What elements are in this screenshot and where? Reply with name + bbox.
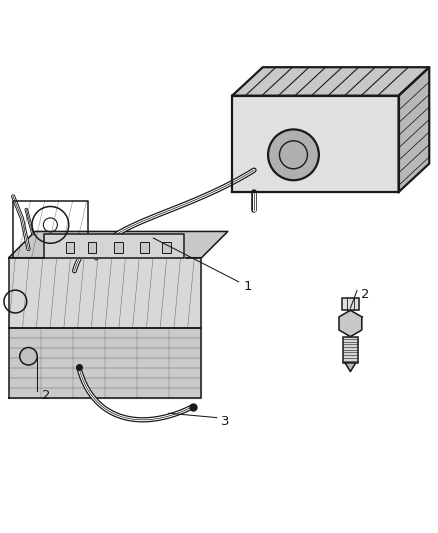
Bar (88, 243, 96, 253)
Polygon shape (9, 258, 201, 328)
Text: 2: 2 (361, 288, 370, 302)
Polygon shape (44, 233, 184, 258)
Polygon shape (9, 231, 228, 258)
Bar (162, 243, 171, 253)
Text: 3: 3 (221, 416, 230, 429)
Polygon shape (345, 363, 356, 372)
Bar (342, 298, 359, 310)
Bar (343, 336, 358, 363)
Text: 1: 1 (243, 280, 252, 293)
Polygon shape (399, 67, 429, 192)
Bar (66, 243, 74, 253)
Polygon shape (9, 328, 201, 398)
Circle shape (20, 348, 37, 365)
Circle shape (268, 130, 319, 180)
Polygon shape (232, 96, 399, 192)
Polygon shape (232, 67, 429, 96)
Polygon shape (339, 310, 362, 336)
Text: 2: 2 (42, 389, 50, 402)
Bar (140, 243, 149, 253)
Bar (114, 243, 123, 253)
